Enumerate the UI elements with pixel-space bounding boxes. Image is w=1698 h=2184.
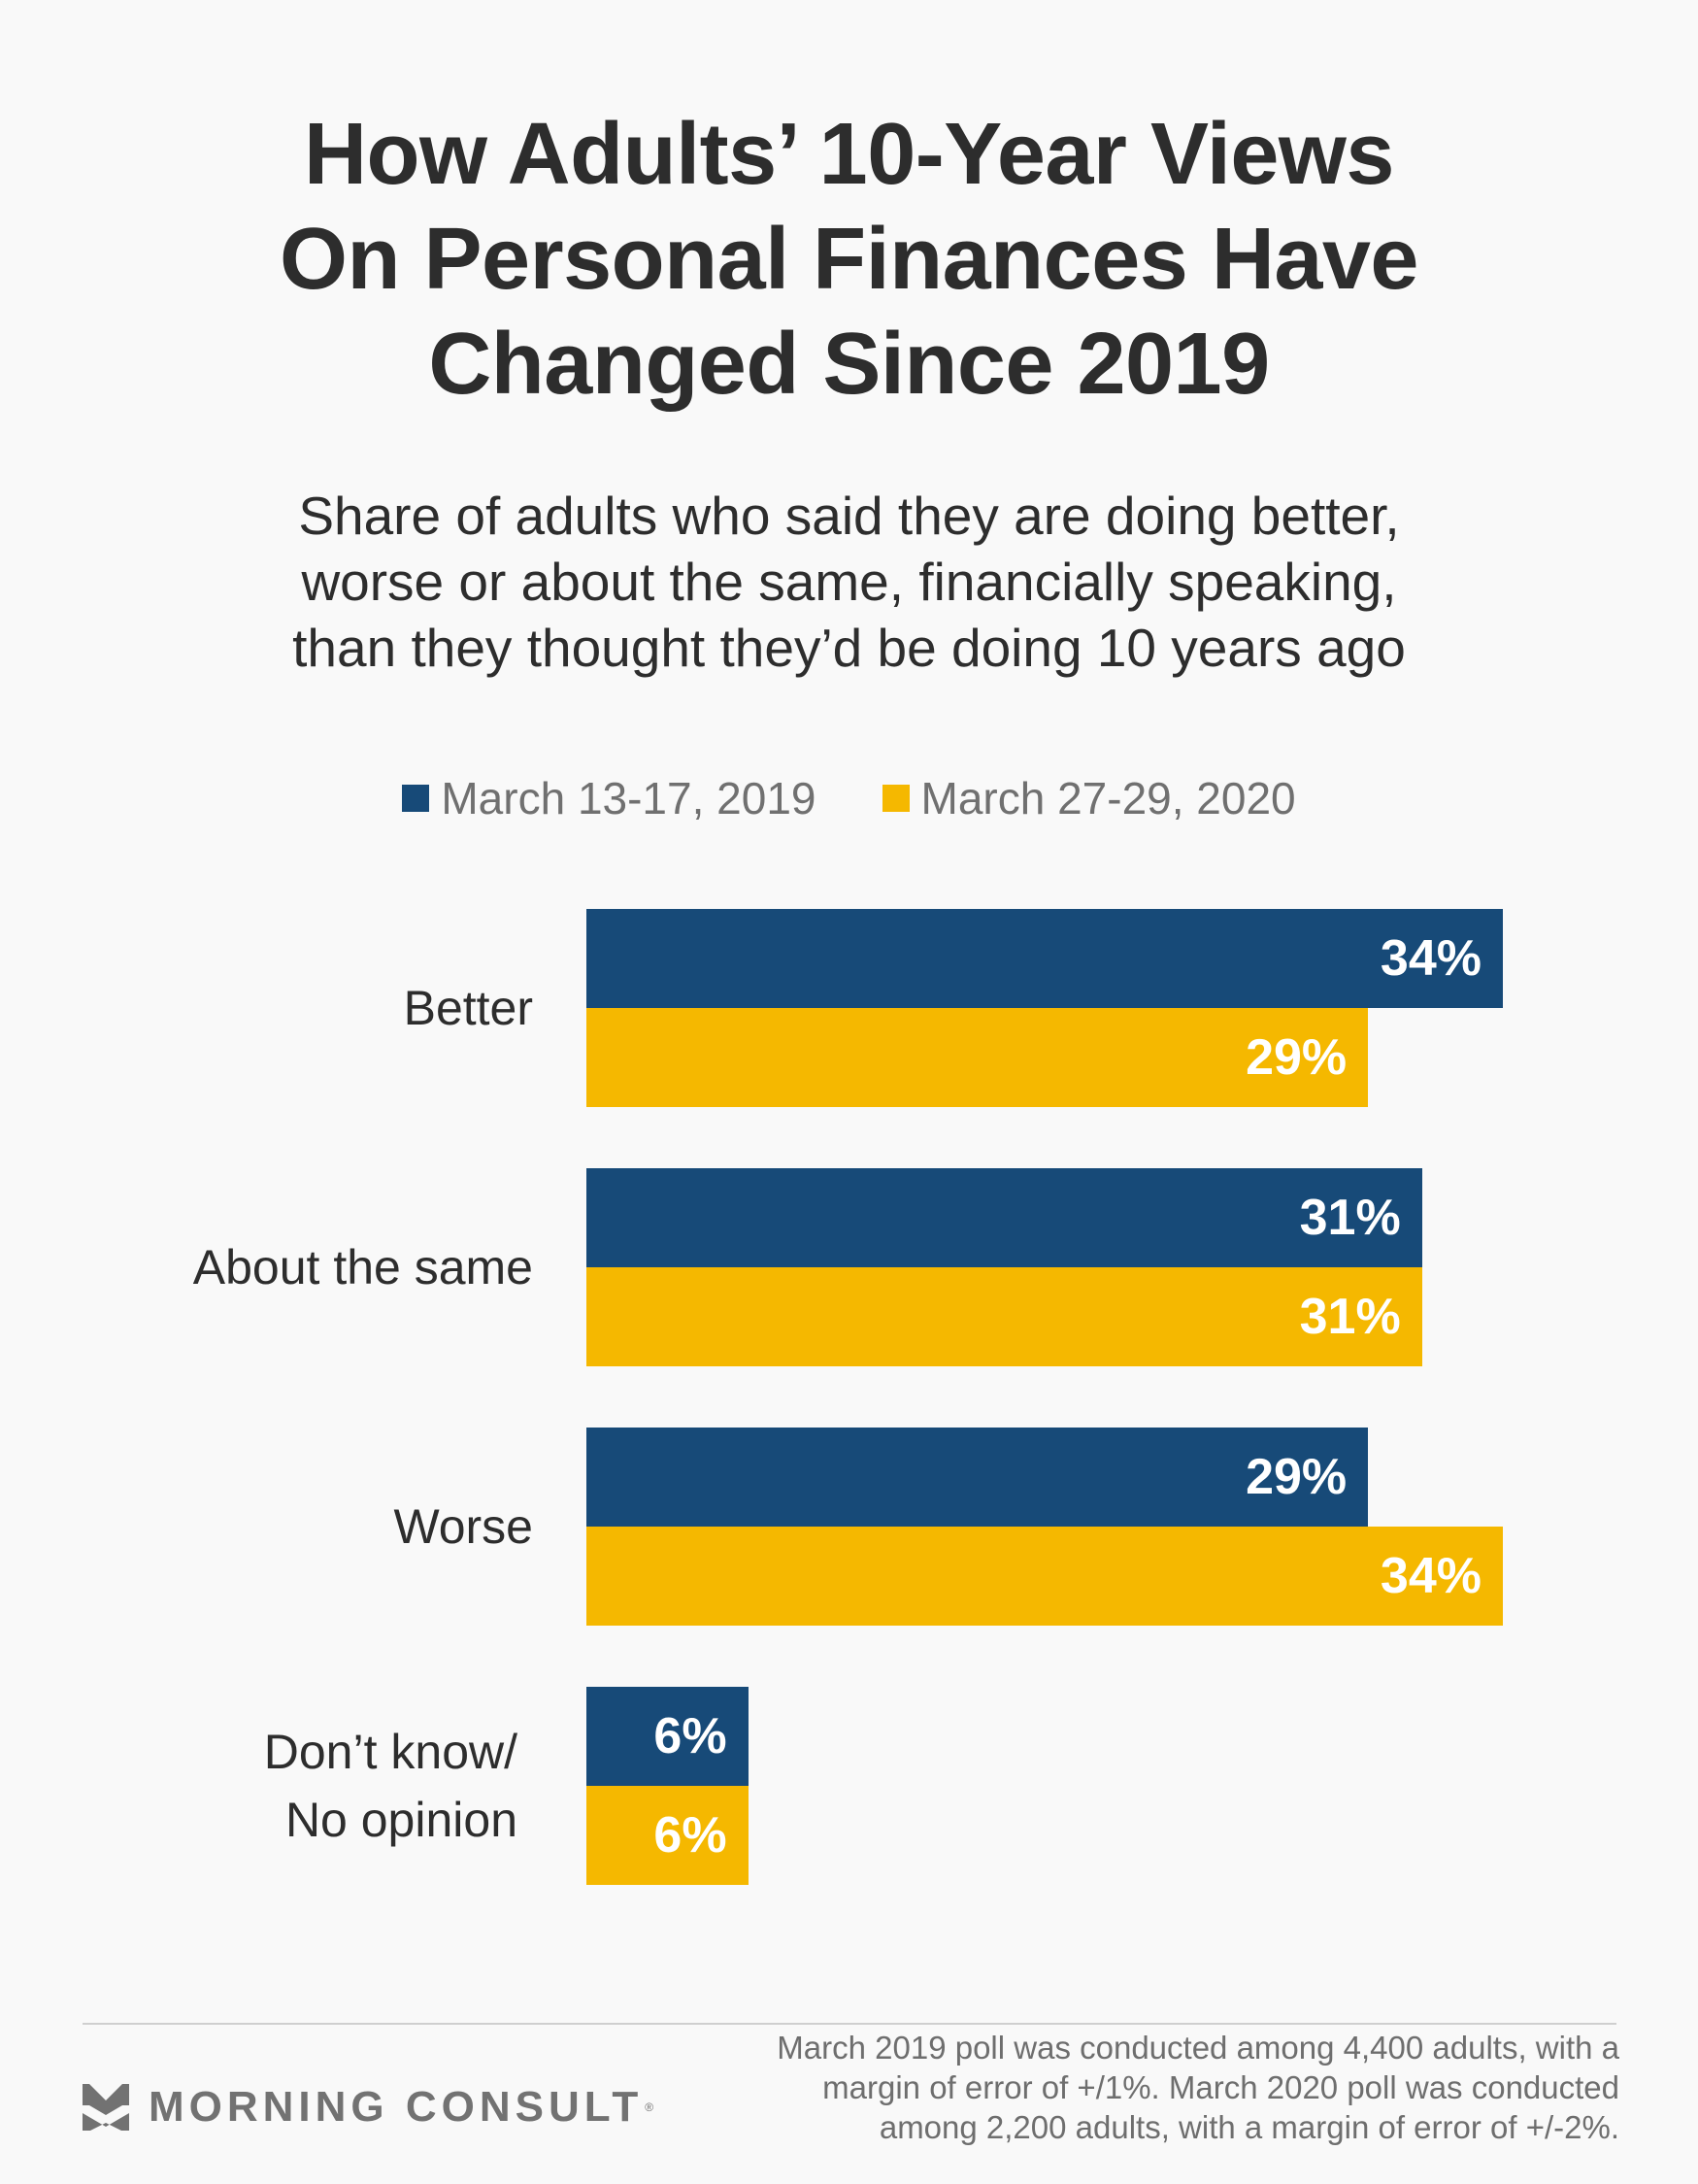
methodology-note: March 2019 poll was conducted among 4,40…: [777, 2028, 1619, 2147]
title-line: Changed Since 2019: [428, 316, 1270, 413]
data-label: 31%: [1299, 1190, 1401, 1246]
title-line: On Personal Finances Have: [280, 211, 1418, 308]
data-label: 34%: [1380, 930, 1482, 987]
footer-divider: [83, 2023, 1616, 2025]
morning-consult-logo: MORNING CONSULT ®: [83, 2083, 653, 2132]
bar-2019: 29%: [586, 1428, 1369, 1527]
bar-2020: 31%: [586, 1267, 1422, 1366]
title-line: How Adults’ 10-Year Views: [304, 106, 1394, 203]
data-label: 29%: [1246, 1449, 1348, 1505]
category-label-line: Worse: [393, 1499, 533, 1554]
chart-subtitle: Share of adults who said they are doing …: [0, 483, 1698, 681]
category-label: About the same: [193, 1233, 533, 1301]
chart-title: How Adults’ 10-Year Views On Personal Fi…: [0, 102, 1698, 417]
morning-consult-logo-icon: [83, 2084, 129, 2131]
bar-2020: 29%: [586, 1008, 1369, 1107]
bar-2019: 31%: [586, 1168, 1422, 1267]
legend-swatch-2019: [402, 785, 430, 812]
category-label-line: Don’t know/: [263, 1725, 517, 1779]
legend-label: March 13-17, 2019: [441, 773, 816, 823]
registered-mark: ®: [645, 2100, 654, 2114]
subtitle-line: worse or about the same, financially spe…: [301, 552, 1397, 612]
note-line: among 2,200 adults, with a margin of err…: [879, 2109, 1619, 2145]
bar-2019: 6%: [586, 1687, 749, 1786]
legend-swatch-2020: [882, 785, 910, 812]
category-label-line: About the same: [192, 1240, 533, 1294]
data-label: 34%: [1380, 1548, 1482, 1604]
bar-2019: 34%: [586, 909, 1503, 1008]
category-label: Don’t know/No opinion: [264, 1718, 517, 1854]
legend-item-2020: March 27-29, 2020: [882, 772, 1296, 824]
data-label: 6%: [653, 1708, 727, 1764]
category-label: Worse: [393, 1493, 533, 1561]
data-label: 31%: [1299, 1289, 1401, 1345]
subtitle-line: than they thought they’d be doing 10 yea…: [292, 618, 1406, 678]
bar-2020: 6%: [586, 1786, 749, 1885]
category-label: Better: [404, 974, 533, 1042]
legend-item-2019: March 13-17, 2019: [402, 772, 816, 824]
bar-2020: 34%: [586, 1527, 1503, 1626]
note-line: March 2019 poll was conducted among 4,40…: [777, 2030, 1619, 2066]
brand-name: MORNING CONSULT: [149, 2083, 644, 2131]
category-label-line: Better: [403, 981, 533, 1035]
data-label: 29%: [1246, 1029, 1348, 1086]
note-line: margin of error of +/1%. March 2020 poll…: [822, 2069, 1619, 2105]
data-label: 6%: [653, 1807, 727, 1864]
category-label-line: No opinion: [284, 1793, 517, 1847]
legend: March 13-17, 2019 March 27-29, 2020: [0, 772, 1698, 824]
subtitle-line: Share of adults who said they are doing …: [298, 486, 1400, 546]
legend-label: March 27-29, 2020: [920, 773, 1296, 823]
